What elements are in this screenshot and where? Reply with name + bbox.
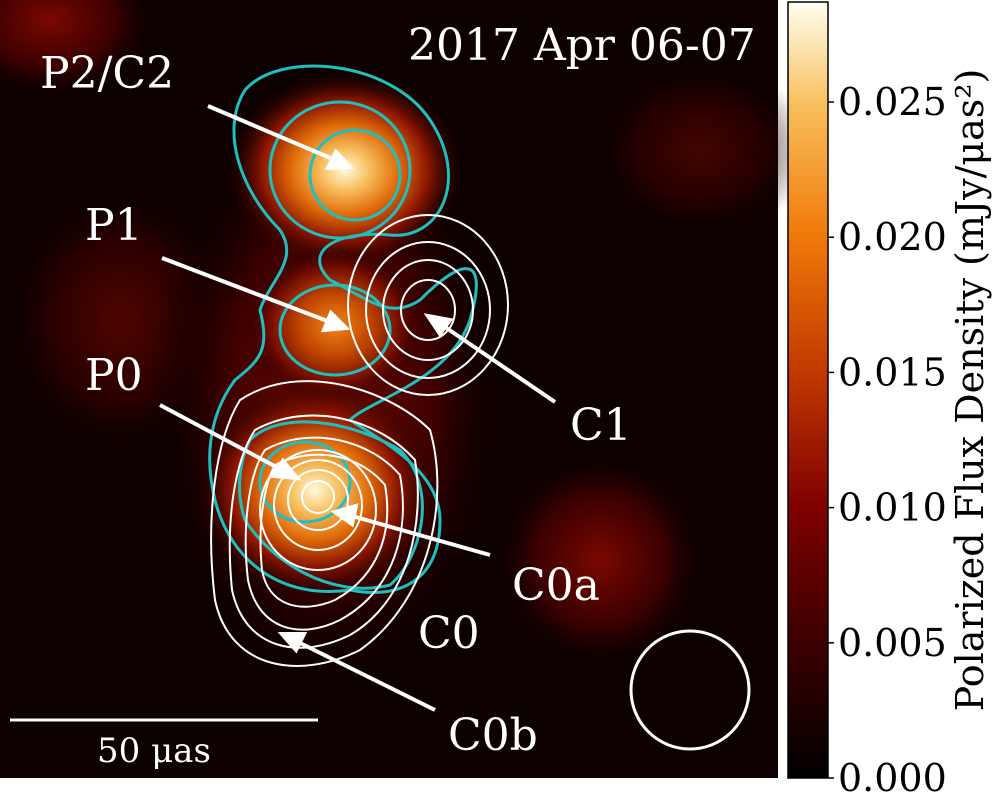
arrowhead <box>320 309 351 333</box>
contour <box>268 100 412 240</box>
arrowhead <box>324 148 355 171</box>
arrow-c0a <box>351 514 491 557</box>
contour <box>308 128 402 222</box>
arrowhead <box>270 457 302 481</box>
component-p2c2 <box>225 70 465 270</box>
contour <box>347 214 509 396</box>
total-intensity-contours <box>210 214 509 667</box>
label-c0a: C0a <box>512 560 600 611</box>
colorbar-ticks: 0.000 0.005 0.010 0.015 0.020 0.025 <box>828 80 947 796</box>
arrowhead <box>330 503 359 528</box>
contour <box>228 414 419 649</box>
label-c0b: C0b <box>448 710 538 761</box>
beam-circle <box>629 629 751 751</box>
colorbar-tick-label: 0.015 <box>838 350 947 394</box>
colorbar-tick-label: 0.020 <box>838 215 947 259</box>
colorbar-label: Polarized Flux Density (mJy/μas²) <box>948 69 992 712</box>
arrow-p0 <box>159 403 283 472</box>
colorbar: 0.000 0.005 0.010 0.015 0.020 0.025 Polarized… <box>787 1 992 796</box>
contour <box>382 259 474 361</box>
contour <box>210 380 439 667</box>
arrow-p1 <box>161 256 331 324</box>
faint-blob <box>0 0 160 100</box>
arrowhead <box>423 313 454 338</box>
arrow-c0b <box>297 640 436 712</box>
label-p2c2: P2/C2 <box>40 48 174 99</box>
image-panel: 2017 Apr 06-07 P2/C2 P1 P0 C1 C0a C0 C0b… <box>0 0 810 778</box>
arrow-p2c2 <box>207 104 336 162</box>
colorbar-tick-label: 0.010 <box>838 486 947 530</box>
arrowhead <box>277 632 308 654</box>
contour <box>259 449 377 571</box>
contour <box>278 283 392 377</box>
label-c0: C0 <box>418 608 480 659</box>
colorbar-tick-label: 0.000 <box>838 756 947 796</box>
arrows <box>159 104 557 712</box>
colorbar-gradient <box>787 1 829 779</box>
contour <box>244 436 404 631</box>
contour <box>238 420 424 590</box>
contour <box>258 440 352 524</box>
chart-title: 2017 Apr 06-07 <box>408 20 756 71</box>
faint-blob <box>590 60 810 240</box>
contour <box>287 469 349 531</box>
colorbar-tick-label: 0.025 <box>838 80 947 124</box>
contour <box>301 480 335 514</box>
label-p0: P0 <box>85 350 143 401</box>
contour <box>259 453 389 608</box>
label-c1: C1 <box>570 400 632 451</box>
polarized-contours <box>208 64 478 594</box>
scale-bar-label: 50 μas <box>97 731 211 771</box>
faint-blob <box>490 450 710 670</box>
contour <box>365 241 491 379</box>
arrow-c1 <box>440 323 557 404</box>
colorbar-tick-label: 0.005 <box>838 621 947 665</box>
contour <box>400 279 456 341</box>
contour <box>273 459 363 551</box>
label-p1: P1 <box>85 200 143 251</box>
